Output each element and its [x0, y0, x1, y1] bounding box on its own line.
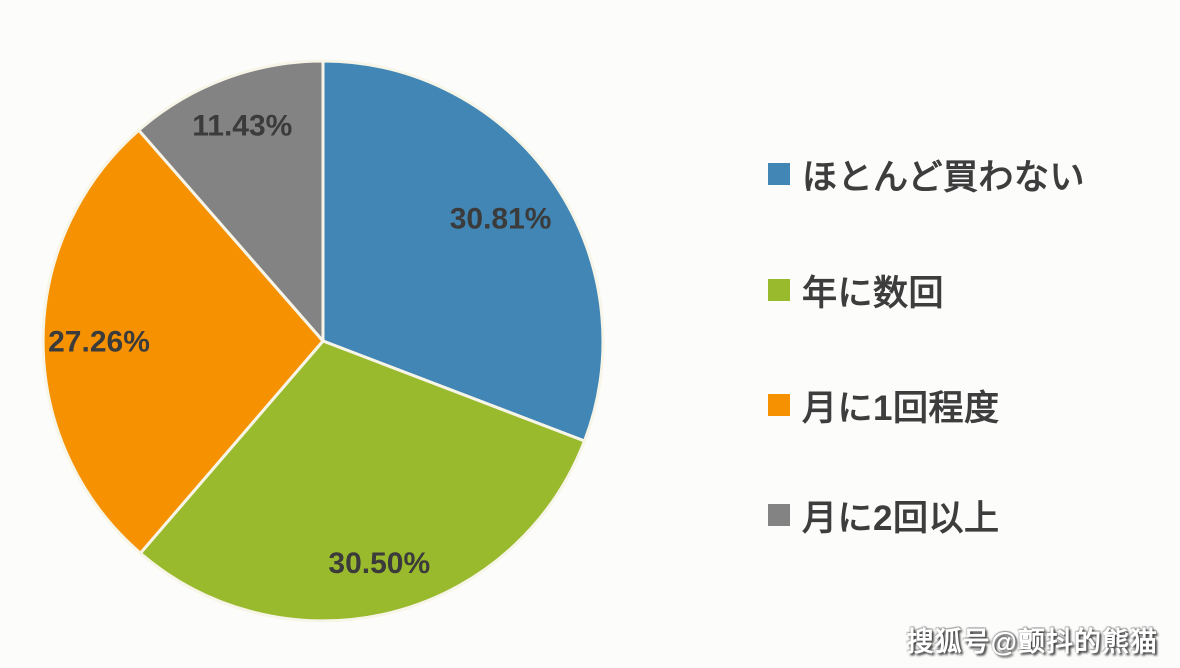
- pie-slice-3: [41, 128, 325, 555]
- legend-label: 年に数回: [802, 273, 945, 313]
- watermark-text: 搜狐号@颤抖的熊猫: [906, 627, 1158, 657]
- slice-value-label: 30.81%: [450, 202, 552, 235]
- slice-value-label: 30.50%: [328, 547, 430, 580]
- slice-value-label: 27.26%: [48, 325, 150, 358]
- legend-label: ほとんど買わない: [802, 157, 1085, 197]
- pie-slice-4: [137, 59, 325, 343]
- legend-swatch-orange: [768, 394, 790, 416]
- legend-swatch-green: [768, 279, 790, 301]
- legend-swatch-blue: [768, 163, 790, 185]
- pie-slice-2: [138, 339, 586, 623]
- legend-swatch-gray: [768, 504, 790, 526]
- pie-slice-1: [321, 59, 605, 443]
- slice-value-label: 11.43%: [192, 110, 292, 143]
- legend-item-twice-or-more-month: 月に2回以上: [768, 494, 999, 538]
- legend-item-almost-never: ほとんど買わない: [768, 153, 1085, 197]
- legend-item-once-month: 月に1回程度: [768, 384, 999, 428]
- legend-item-few-times-year: 年に数回: [768, 269, 944, 313]
- legend-label: 月に2回以上: [802, 498, 1000, 538]
- chart-legend: ほとんど買わない 年に数回 月に1回程度 月に2回以上: [768, 0, 1168, 668]
- legend-label: 月に1回程度: [802, 388, 1000, 428]
